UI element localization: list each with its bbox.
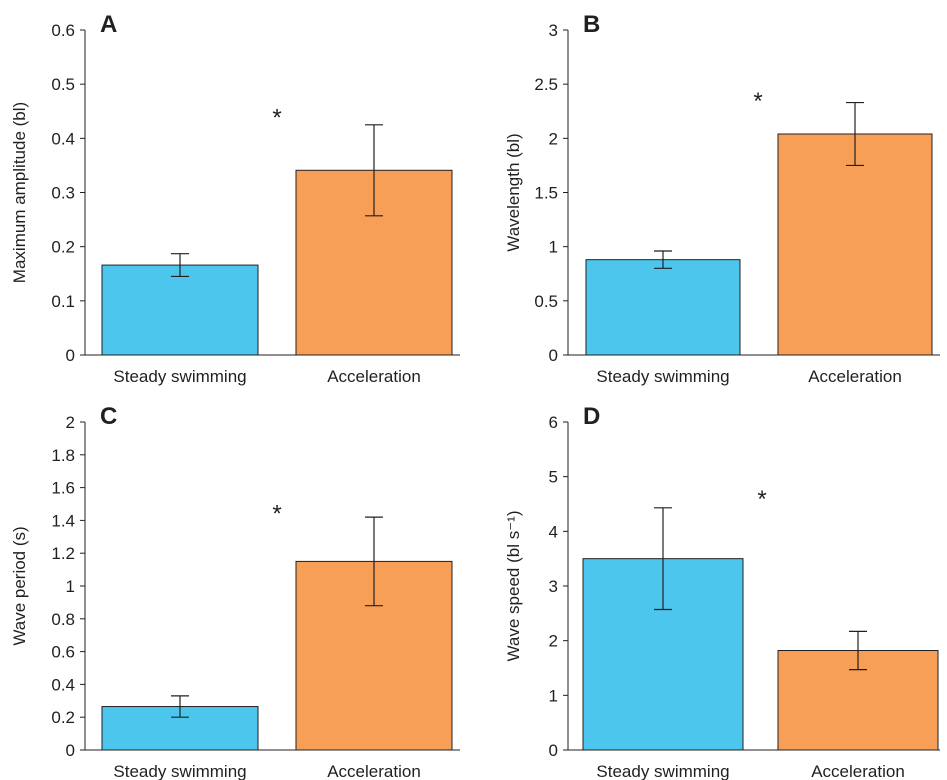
error-bar-steady — [171, 253, 189, 278]
y-tick-label: 0.6 — [51, 643, 75, 662]
y-tick-label: 0.4 — [51, 129, 75, 148]
y-tick-label: 0.1 — [51, 292, 75, 311]
y-tick-label: 0 — [549, 346, 558, 365]
y-tick-label: 0 — [66, 741, 75, 760]
y-tick-label: 2 — [66, 413, 75, 432]
significance-marker: * — [753, 88, 762, 115]
y-axis-title: Maximum amplitude (bl) — [10, 102, 29, 283]
y-tick-label: 0.6 — [51, 21, 75, 40]
y-tick-label: 1.5 — [534, 184, 558, 203]
y-tick-label: 2 — [549, 129, 558, 148]
y-tick-label: 0 — [549, 741, 558, 760]
category-label-steady: Steady swimming — [596, 762, 729, 780]
y-tick-label: 0.4 — [51, 675, 75, 694]
y-tick-label: 0.2 — [51, 708, 75, 727]
y-tick-label: 4 — [549, 522, 558, 541]
category-label-accel: Acceleration — [811, 762, 905, 780]
error-bar-accel — [365, 516, 383, 607]
y-tick-label: 0.3 — [51, 184, 75, 203]
y-tick-label: 1.4 — [51, 511, 75, 530]
error-bar-steady — [171, 695, 189, 718]
y-tick-label: 0.5 — [534, 292, 558, 311]
y-axis-title: Wave period (s) — [10, 526, 29, 645]
y-tick-label: 3 — [549, 577, 558, 596]
y-tick-label: 1.8 — [51, 446, 75, 465]
error-bar-steady — [654, 250, 672, 269]
bar-steady — [101, 264, 259, 356]
error-bar-accel — [849, 630, 867, 671]
y-axis-title: Wavelength (bl) — [504, 133, 523, 251]
category-label-accel: Acceleration — [327, 762, 421, 780]
category-label-steady: Steady swimming — [596, 367, 729, 386]
significance-marker: * — [757, 486, 766, 513]
y-tick-label: 0.5 — [51, 75, 75, 94]
y-tick-label: 0.2 — [51, 238, 75, 257]
error-bar-steady — [654, 507, 672, 611]
category-label-accel: Acceleration — [327, 367, 421, 386]
y-tick-label: 3 — [549, 21, 558, 40]
panel-letter: C — [100, 403, 117, 430]
y-tick-label: 5 — [549, 468, 558, 487]
panel-b: 0 0.5 1 1.5 2 2.5 3 Steady swimming Acceleration… — [504, 11, 940, 386]
panel-letter: A — [100, 11, 117, 38]
panel-c: 0 0.2 0.4 0.6 0.8 1 1.2 1.4 1.6 1.8 2 Steady swimmi… — [10, 403, 460, 780]
error-bar-accel — [846, 101, 864, 167]
y-tick-label: 1 — [66, 577, 75, 596]
category-label-steady: Steady swimming — [113, 762, 246, 780]
y-tick-label: 0.8 — [51, 610, 75, 629]
y-tick-label: 6 — [549, 413, 558, 432]
panel-letter: D — [583, 403, 600, 430]
y-tick-label: 2 — [549, 632, 558, 651]
y-tick-label: 1 — [549, 238, 558, 257]
category-label-steady: Steady swimming — [113, 367, 246, 386]
error-bar-accel — [365, 124, 383, 217]
y-tick-label: 2.5 — [534, 75, 558, 94]
category-label-accel: Acceleration — [808, 367, 902, 386]
y-tick-label: 0 — [66, 346, 75, 365]
y-axis-title: Wave speed (bl s⁻¹) — [504, 511, 523, 662]
panel-a: 0 0.1 0.2 0.3 0.4 0.5 0.6 Steady swimming Accele… — [10, 11, 460, 386]
bar-accel — [777, 133, 933, 356]
significance-marker: * — [272, 104, 281, 131]
panel-letter: B — [583, 11, 600, 38]
panel-d: 0 1 2 3 4 5 6 Steady swimming Acceleration Wave s… — [504, 403, 940, 780]
significance-marker: * — [272, 500, 281, 527]
y-tick-label: 1 — [549, 686, 558, 705]
y-tick-label: 1.2 — [51, 544, 75, 563]
y-tick-label: 1.6 — [51, 479, 75, 498]
bar-steady — [585, 259, 741, 356]
